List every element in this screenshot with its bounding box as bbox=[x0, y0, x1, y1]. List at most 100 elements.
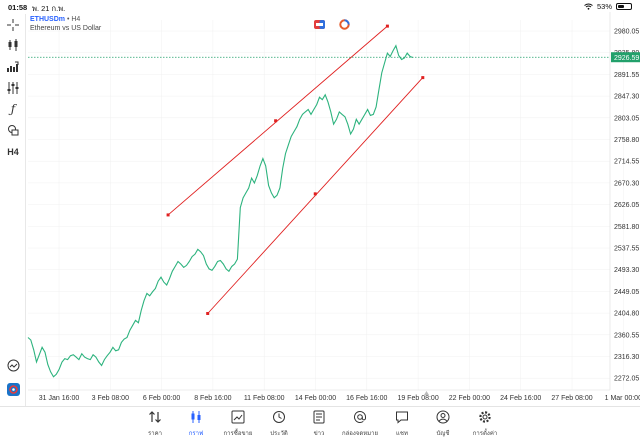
price-tick-label: 2803.05 bbox=[614, 115, 639, 122]
trend-line-anchor bbox=[385, 24, 389, 28]
settings-sliders-icon[interactable] bbox=[4, 79, 22, 97]
price-tick-label: 2847.30 bbox=[614, 94, 639, 101]
price-chart[interactable]: 2980.052935.802891.552847.302803.052758.… bbox=[0, 0, 640, 406]
nav-chat[interactable]: แชท bbox=[382, 410, 422, 438]
battery-icon bbox=[616, 3, 632, 10]
time-tick-label: 6 Feb 00:00 bbox=[143, 395, 180, 402]
price-tick-label: 2316.30 bbox=[614, 354, 639, 361]
nav-news[interactable]: ข่าว bbox=[299, 410, 339, 438]
chart-gauge-icon[interactable] bbox=[4, 356, 22, 374]
price-tick-label: 2714.55 bbox=[614, 159, 639, 166]
status-date: พ. 21 ก.พ. bbox=[32, 4, 66, 13]
trend-line-anchor bbox=[166, 213, 170, 217]
quotes-arrows-icon bbox=[149, 411, 161, 423]
battery-fill bbox=[618, 5, 625, 8]
candles-icon bbox=[191, 411, 201, 423]
nav-label: กราฟ bbox=[188, 431, 204, 437]
nav-label: ข่าว bbox=[313, 431, 325, 437]
price-tick-label: 2493.30 bbox=[614, 267, 639, 274]
one-click-trading-icon[interactable] bbox=[314, 19, 325, 30]
crosshair-icon[interactable] bbox=[4, 16, 22, 34]
status-time: 01:58 bbox=[8, 3, 28, 12]
news-icon bbox=[313, 410, 325, 424]
symbol-name: ETHUSDm bbox=[30, 16, 66, 23]
time-tick-label: 14 Feb 00:00 bbox=[295, 395, 336, 402]
nav-label: แชท bbox=[396, 431, 408, 437]
wifi-icon bbox=[584, 3, 593, 10]
price-tick-label: 2670.30 bbox=[614, 180, 639, 187]
bottom-nav: ราคา กราฟ การซื้อขาย ประวัติ ข่าว กล่องจ… bbox=[0, 406, 640, 447]
symbol-info[interactable]: ETHUSDm • H4 Ethereum vs US Dollar bbox=[30, 15, 101, 33]
current-price-label: 2926.59 bbox=[611, 52, 640, 63]
gear-icon bbox=[479, 411, 491, 423]
nav-accounts[interactable]: บัญชี bbox=[423, 410, 463, 438]
trend-line-anchor bbox=[421, 76, 425, 80]
price-tick-label: 2891.55 bbox=[614, 72, 639, 79]
nav-history[interactable]: ประวัติ bbox=[259, 410, 299, 438]
chart-top-icons bbox=[314, 19, 350, 30]
price-tick-label: 2581.80 bbox=[614, 224, 639, 231]
chat-icon bbox=[396, 411, 408, 424]
nav-chart[interactable]: กราฟ bbox=[176, 410, 216, 438]
trend-line-anchor bbox=[206, 311, 210, 315]
trend-line-anchor bbox=[313, 192, 317, 196]
time-tick-label: 27 Feb 08:00 bbox=[551, 395, 592, 402]
trend-lines[interactable] bbox=[166, 24, 425, 315]
status-bar: 01:58 พ. 21 ก.พ. 53% bbox=[0, 0, 640, 14]
nav-quotes[interactable]: ราคา bbox=[135, 410, 175, 438]
account-icon bbox=[436, 410, 450, 424]
nav-label: บัญชี bbox=[436, 431, 450, 437]
indicators-icon[interactable] bbox=[4, 58, 22, 76]
symbol-description: Ethereum vs US Dollar bbox=[30, 25, 102, 32]
time-tick-label: 19 Feb 08:00 bbox=[397, 395, 438, 402]
time-tick-label: 1 Mar 00:00 bbox=[605, 395, 640, 402]
price-tick-label: 2360.55 bbox=[614, 332, 639, 339]
price-tick-label: 2272.05 bbox=[614, 376, 639, 383]
timeframe-button[interactable]: H4 bbox=[7, 147, 19, 157]
nav-label: กล่องจดหมาย bbox=[341, 431, 379, 437]
nav-label: ประวัติ bbox=[270, 431, 288, 437]
time-axis-marker bbox=[424, 391, 429, 395]
at-sign-icon bbox=[354, 411, 366, 423]
nav-label: ราคา bbox=[148, 431, 162, 437]
time-tick-label: 11 Feb 08:00 bbox=[244, 395, 285, 402]
time-tick-label: 3 Feb 08:00 bbox=[92, 395, 129, 402]
history-clock-icon bbox=[273, 411, 285, 423]
nav-mailbox[interactable]: กล่องจดหมาย bbox=[340, 410, 380, 438]
current-price-box bbox=[611, 52, 640, 63]
function-icon[interactable]: ƒ bbox=[10, 102, 16, 116]
time-tick-label: 31 Jan 16:00 bbox=[39, 395, 80, 402]
price-tick-label: 2980.05 bbox=[614, 29, 639, 36]
time-tick-label: 16 Feb 16:00 bbox=[346, 395, 387, 402]
battery-percent: 53% bbox=[596, 2, 612, 11]
price-tick-label: 2626.05 bbox=[614, 202, 639, 209]
broker-logo-icon[interactable] bbox=[4, 380, 22, 398]
price-tick-label: 2758.80 bbox=[614, 137, 639, 144]
signal-ring-icon[interactable] bbox=[339, 19, 350, 30]
nav-trade[interactable]: การซื้อขาย bbox=[218, 410, 258, 438]
symbol-timeframe: H4 bbox=[71, 16, 81, 23]
price-tick-label: 2449.05 bbox=[614, 289, 639, 296]
nav-label: การซื้อขาย bbox=[223, 431, 253, 437]
trend-line bbox=[207, 77, 424, 314]
candles-icon[interactable] bbox=[4, 36, 22, 54]
nav-label: การตั้งค่า bbox=[472, 431, 498, 437]
left-toolbar: ƒ H4 bbox=[0, 14, 26, 406]
trend-line-anchor bbox=[274, 119, 278, 123]
objects-icon[interactable] bbox=[4, 121, 22, 139]
trend-line bbox=[167, 25, 388, 216]
status-indicators: 53% bbox=[584, 2, 632, 11]
time-tick-label: 8 Feb 16:00 bbox=[194, 395, 231, 402]
nav-settings[interactable]: การตั้งค่า bbox=[465, 410, 505, 438]
symbol-separator: • bbox=[66, 16, 70, 23]
price-line bbox=[27, 44, 414, 378]
chart-grid bbox=[28, 20, 624, 390]
price-axis[interactable]: 2980.052935.802891.552847.302803.052758.… bbox=[609, 12, 639, 390]
current-price-value: 2926.59 bbox=[614, 55, 639, 62]
time-tick-label: 24 Feb 16:00 bbox=[500, 395, 541, 402]
price-tick-label: 2537.55 bbox=[614, 246, 639, 253]
time-axis[interactable]: 31 Jan 16:00 3 Feb 08:00 6 Feb 00:00 8 Feb … bbox=[28, 389, 640, 402]
time-tick-label: 22 Feb 00:00 bbox=[449, 395, 490, 402]
trade-chart-icon bbox=[231, 410, 245, 424]
price-tick-label: 2404.80 bbox=[614, 311, 639, 318]
